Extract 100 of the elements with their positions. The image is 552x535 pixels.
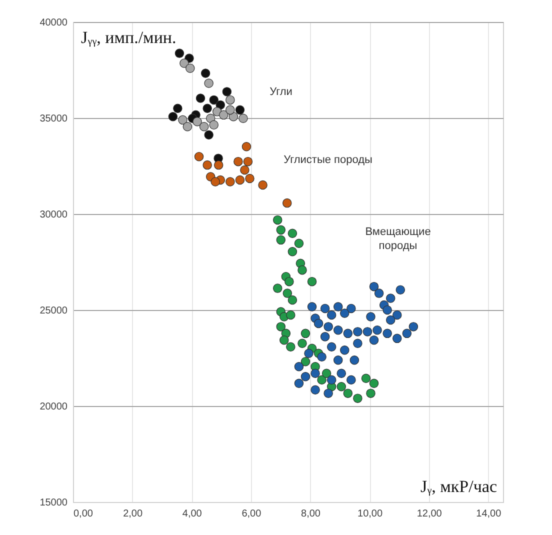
point [333,355,343,365]
point [304,348,314,358]
point [310,368,320,378]
point [286,310,296,320]
point [282,288,292,298]
x-tick-label: 4,00 [182,508,202,520]
annotation: Угли [270,86,292,98]
point [284,276,294,286]
x-tick-label: 6,00 [242,508,262,520]
point [272,284,282,293]
point [333,326,343,335]
point [245,174,254,184]
point [209,95,218,105]
point [243,156,253,166]
point [300,372,310,382]
point [168,112,178,122]
point [194,152,204,162]
point [374,288,384,298]
point [340,308,350,318]
point [288,228,298,238]
point [336,368,346,378]
point [235,175,245,185]
y-tick-label: 15000 [40,498,68,508]
point [196,94,206,103]
x-axis-title: Jᵧ, мкР/час [420,477,498,496]
point [204,130,214,140]
point [300,328,310,338]
y-tick-label: 25000 [40,306,68,316]
point [317,375,326,385]
point [199,122,209,132]
point [353,338,362,348]
y-tick-label: 35000 [40,114,68,124]
point [343,328,353,338]
point [174,48,184,58]
point [288,247,298,256]
point [324,322,333,332]
x-tick-label: 8,00 [301,508,321,520]
point [372,326,382,335]
point [300,357,310,366]
point [219,110,228,120]
point [200,68,210,78]
point [350,355,360,365]
point [392,310,402,320]
x-tick-label: 0,00 [74,508,94,520]
point [280,336,289,345]
point [386,315,396,325]
point [276,322,286,332]
point [298,265,307,275]
point [346,375,356,385]
point [216,100,226,110]
point [222,87,232,96]
point [210,177,220,186]
x-tick-label: 12,00 [416,508,442,520]
point [366,388,376,398]
y-tick-label: 40000 [40,18,68,28]
point [343,388,353,398]
point [361,374,371,383]
point [204,78,214,88]
point [369,282,379,292]
point [324,388,333,398]
point [276,235,286,245]
point [326,310,336,320]
point [258,180,268,190]
point [242,142,252,152]
point [282,198,292,208]
point [235,105,245,115]
point [320,304,330,314]
point [173,104,182,114]
point [392,334,402,344]
point [294,362,304,372]
point [294,238,304,248]
point [326,375,336,385]
point [307,302,317,312]
y-tick-label: 20000 [40,402,68,412]
point [226,95,235,105]
point [326,342,336,352]
point [346,304,356,314]
point [307,276,317,286]
point [234,156,243,166]
point [362,327,372,336]
point [209,120,218,130]
point [353,327,362,336]
point [288,295,298,305]
point [192,117,202,126]
point [408,322,418,332]
point [382,328,392,338]
point [226,105,235,115]
point [186,64,195,73]
point [333,302,343,312]
point [402,328,412,338]
point [276,225,286,235]
annotation: Вмещающие породы [365,226,431,252]
point [382,305,392,315]
point [202,104,212,114]
point [298,338,307,348]
point [294,378,304,388]
point [180,58,189,68]
point [369,378,379,388]
point [226,177,235,186]
x-tick-label: 10,00 [358,508,383,520]
